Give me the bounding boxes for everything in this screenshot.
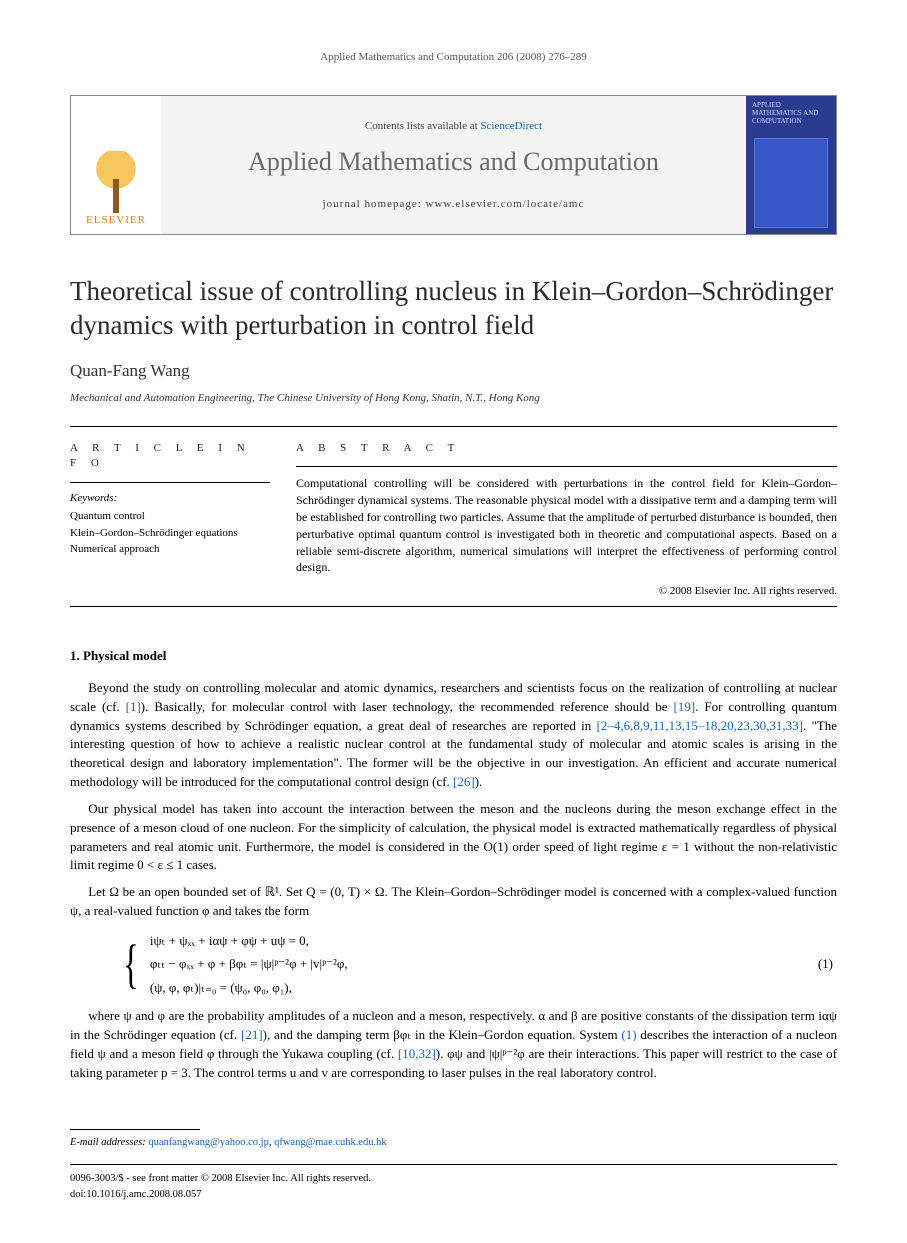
eq-ref-1[interactable]: (1) <box>621 1027 636 1042</box>
email-footnote: E-mail addresses: quanfangwang@yahoo.co.… <box>70 1136 837 1151</box>
ref-link-many[interactable]: [2–4,6,8,9,11,13,15–18,20,23,30,31,33] <box>597 718 803 733</box>
section-1-para-4: where ψ and φ are the probability amplit… <box>70 1007 837 1082</box>
front-matter-line: 0096-3003/$ - see front matter © 2008 El… <box>70 1171 837 1187</box>
sciencedirect-link[interactable]: ScienceDirect <box>480 120 542 132</box>
keywords-label: Keywords: <box>70 491 270 506</box>
running-header: Applied Mathematics and Computation 206 … <box>70 50 837 65</box>
text: ), and the damping term βφₜ in the Klein… <box>263 1027 622 1042</box>
abstract-rule <box>296 466 837 467</box>
email-link-2[interactable]: qfwang@mae.cuhk.edu.hk <box>274 1137 387 1148</box>
keyword-item: Quantum control <box>70 508 270 525</box>
ref-link-19[interactable]: [19] <box>674 699 696 714</box>
cover-label: APPLIED MATHEMATICS AND COMPUTATION <box>752 102 830 125</box>
equation-number: (1) <box>818 955 837 973</box>
email-link-1[interactable]: quanfangwang@yahoo.co.jp <box>148 1137 268 1148</box>
abstract-copyright: © 2008 Elsevier Inc. All rights reserved… <box>296 584 837 599</box>
section-1-para-2: Our physical model has taken into accoun… <box>70 800 837 875</box>
rule-bottom <box>70 606 837 607</box>
journal-cover-thumb: APPLIED MATHEMATICS AND COMPUTATION <box>746 96 836 234</box>
front-matter: 0096-3003/$ - see front matter © 2008 El… <box>70 1171 837 1203</box>
keyword-item: Numerical approach <box>70 541 270 558</box>
publisher-name: ELSEVIER <box>86 213 146 228</box>
article-title: Theoretical issue of controlling nucleus… <box>70 275 837 343</box>
publisher-logo: ELSEVIER <box>71 96 161 234</box>
section-1-para-3: Let Ω be an open bounded set of ℝ¹. Set … <box>70 883 837 921</box>
section-1-heading: 1. Physical model <box>70 647 837 665</box>
cover-image-icon <box>754 138 828 228</box>
abstract-heading: A B S T R A C T <box>296 441 837 456</box>
info-rule <box>70 482 270 483</box>
section-1-para-1: Beyond the study on controlling molecula… <box>70 679 837 792</box>
text: ). Basically, for molecular control with… <box>141 699 674 714</box>
brace-icon: { <box>123 937 139 991</box>
equation-line: iψₜ + ψₓₓ + iαψ + φψ + uψ = 0, <box>150 929 348 952</box>
author-affiliation: Mechanical and Automation Engineering, T… <box>70 391 837 406</box>
keywords-list: Quantum control Klein–Gordon–Schrödinger… <box>70 508 270 558</box>
journal-name: Applied Mathematics and Computation <box>248 144 659 180</box>
ref-link-26[interactable]: [26] <box>453 774 475 789</box>
journal-masthead: ELSEVIER Contents lists available at Sci… <box>70 95 837 235</box>
contents-prefix: Contents lists available at <box>365 120 480 132</box>
journal-homepage: journal homepage: www.elsevier.com/locat… <box>323 197 585 212</box>
rule-top <box>70 426 837 427</box>
equation-lines: iψₜ + ψₓₓ + iαψ + φψ + uψ = 0, φₜₜ − φₓₓ… <box>150 929 348 999</box>
contents-available-line: Contents lists available at ScienceDirec… <box>365 119 542 134</box>
front-matter-doi: doi:10.1016/j.amc.2008.08.057 <box>70 1187 837 1203</box>
elsevier-tree-icon <box>91 151 141 211</box>
equation-1: { iψₜ + ψₓₓ + iαψ + φψ + uψ = 0, φₜₜ − φ… <box>118 929 837 999</box>
article-info-column: A R T I C L E I N F O Keywords: Quantum … <box>70 433 270 600</box>
frontmatter-separator <box>70 1164 837 1165</box>
author-name: Quan-Fang Wang <box>70 359 837 383</box>
footnote-separator <box>70 1129 200 1130</box>
abstract-body: Computational controlling will be consid… <box>296 475 837 576</box>
keyword-item: Klein–Gordon–Schrödinger equations <box>70 525 270 542</box>
ref-link-21[interactable]: [21] <box>241 1027 263 1042</box>
equation-line: (ψ, φ, φₜ)|ₜ₌₀ = (ψ₀, φ₀, φ₁), <box>150 976 348 999</box>
text: ). <box>475 774 483 789</box>
abstract-column: A B S T R A C T Computational controllin… <box>296 433 837 600</box>
article-info-heading: A R T I C L E I N F O <box>70 441 270 472</box>
ref-link-10-32[interactable]: [10,32] <box>398 1046 436 1061</box>
ref-link-1[interactable]: [1] <box>126 699 141 714</box>
equation-line: φₜₜ − φₓₓ + φ + βφₜ = |ψ|ᵖ⁻²φ + |v|ᵖ⁻²φ, <box>150 952 348 975</box>
masthead-center: Contents lists available at ScienceDirec… <box>161 96 746 234</box>
email-label: E-mail addresses: <box>70 1137 148 1148</box>
